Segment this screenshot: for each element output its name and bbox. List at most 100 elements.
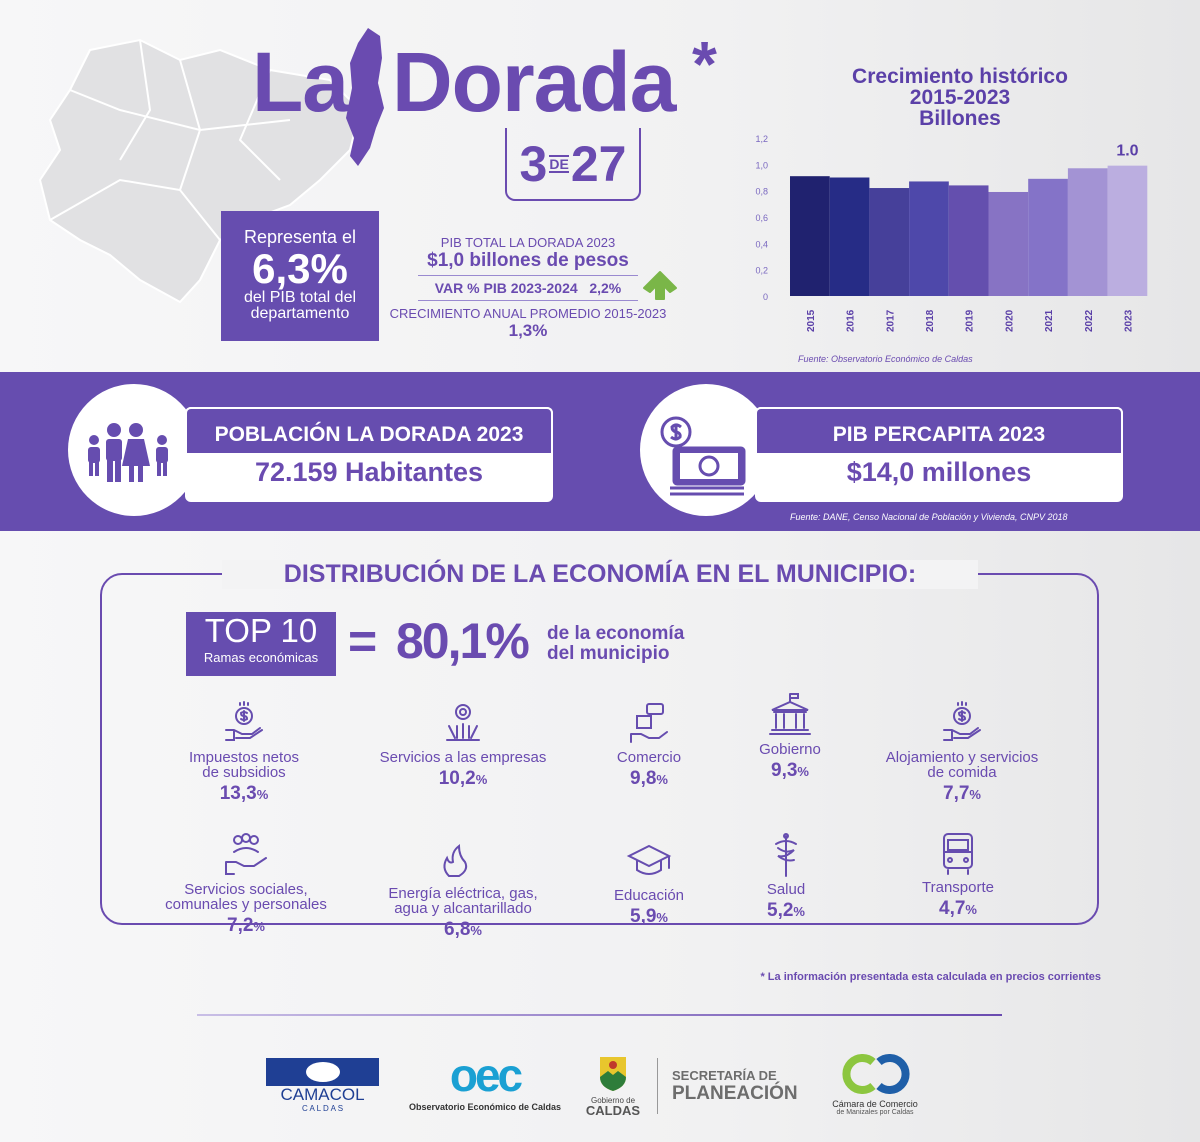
sector-item: Salud 5,2% [681,832,891,922]
title-asterisk: * [692,28,717,100]
x-tick-label: 2019 [965,309,976,332]
share-value: 6,3% [252,245,348,292]
equals-sign: = [348,613,378,669]
bar-2018 [909,181,949,296]
top10-box: TOP 10 Ramas económicas [186,612,336,676]
population-card: POBLACIÓN LA DORADA 2023 72.159 Habitant… [185,407,553,502]
top10-sub: Ramas económicas [203,650,319,665]
sector-value: 7,7% [857,783,1067,805]
department-share-box: Representa el 6,3% del PIB total del dep… [221,211,379,341]
sector-value-number: 9,3 [771,760,798,781]
sector-value-number: 4,7 [939,898,966,919]
sector-item: Energía eléctrica, gas, agua y alcantari… [358,836,568,941]
sector-item: Educación 5,9% [544,838,754,928]
sector-value: 7,2% [141,915,351,937]
data-label: 1.0 [1116,143,1138,160]
hand-coin-icon [943,701,981,741]
rank-de: DE [549,154,569,173]
gear-people-icon [446,704,480,741]
sector-value-number: 13,3 [219,783,257,804]
government-building-icon [769,693,811,735]
sector-label: Educación [613,887,685,904]
y-tick-label: 0,4 [755,239,768,249]
sector-value-number: 5,9 [630,906,657,927]
y-tick-label: 0,6 [755,213,768,223]
sector-label: Impuestos netos [188,749,300,766]
percapita-card: PIB PERCAPITA 2023 $14,0 millones [755,407,1123,502]
camacol-sub: C A L D A S [301,1104,344,1113]
oec-logo: oec Observatorio Económico de Caldas [405,1052,565,1112]
sector-value: 13,3% [139,783,349,805]
share-text2: del municipio [547,643,670,664]
pib-summary: PIB TOTAL LA DORADA 2023 $1,0 billones d… [378,235,678,341]
sector-value: 10,2% [358,768,568,790]
distribution-title: DISTRIBUCIÓN DE LA ECONOMÍA EN EL MUNICI… [222,560,978,589]
bar-2023 [1107,165,1148,296]
camacol-logo: CAMACOL C A L D A S [266,1058,379,1113]
x-tick-label: 2018 [925,309,936,332]
title-la: La [252,35,349,129]
chart-title-2: 2015-2023 [909,86,1011,109]
top10-share: 80,1% [396,613,530,669]
sector-value: 9,3% [685,760,895,782]
pib-var-label: VAR % PIB 2023-2024 [434,280,578,296]
footnote: * La información presentada esta calcula… [760,971,1101,983]
sector-label: Servicios a las empresas [379,749,547,766]
divider [197,1014,1002,1016]
planeacion-logo: SECRETARÍA DE PLANEACIÓN [672,1068,798,1105]
logo-divider [657,1058,658,1114]
bar-2020 [988,191,1029,296]
caldas-shield-icon [600,1057,626,1091]
y-tick-label: 1,0 [755,160,768,170]
percapita-circle [640,384,772,516]
sector-label: Alojamiento y servicios [885,749,1039,766]
x-tick-label: 2023 [1123,309,1134,332]
sector-value: 5,2% [681,900,891,922]
bus-icon [943,833,973,875]
population-circle [68,384,200,516]
sector-value: 9,8% [544,768,754,790]
caduceus-icon [775,833,797,877]
stats-band: POBLACIÓN LA DORADA 2023 72.159 Habitant… [0,372,1200,531]
x-tick-label: 2015 [806,309,817,332]
cc-text1: Cámara de Comercio [832,1099,918,1109]
sector-value-unit: % [253,919,265,934]
sector-item: Transporte 4,7% [853,830,1063,920]
sector-value: 4,7% [853,898,1063,920]
title-dorada: Dorada [392,35,676,129]
rank-box: 3 DE 27 [505,128,641,201]
family-icon [88,423,168,482]
sector-value-number: 9,8 [630,768,657,789]
caldas-map [38,38,362,304]
sector-value-unit: % [470,923,482,938]
bar-2022 [1067,168,1108,296]
x-tick-label: 2022 [1084,309,1095,332]
x-tick-label: 2020 [1004,309,1015,332]
sector-value-number: 7,2 [227,915,254,936]
y-tick-label: 0,2 [755,266,768,276]
people-hand-icon [225,833,267,875]
sector-item: Alojamiento y servicios de comida 7,7% [857,700,1067,805]
sector-label: Comercio [616,749,682,766]
pib-value: $1,0 billones de pesos [427,250,629,271]
sector-value-number: 5,2 [767,900,794,921]
sector-value-unit: % [475,772,488,787]
sec-text1: SECRETARÍA DE [672,1068,777,1083]
chart-source: Fuente: Observatorio Económico de Caldas [798,354,973,364]
bar-2019 [948,185,989,296]
sector-value-number: 6,8 [444,919,471,940]
pib-var: VAR % PIB 2023-2024 2,2% [418,275,638,301]
share-line1: Representa el [243,227,357,247]
share-line2: del PIB total del [243,289,357,306]
sector-label-2: de subsidios [202,764,286,781]
rank-value: 3 [519,135,548,192]
sector-value-unit: % [256,787,269,802]
gobierno-caldas-logo: Gobierno de CALDAS [580,1057,646,1117]
sector-label: Salud [766,881,806,898]
share-line3: departamento [250,305,350,322]
sector-value-unit: % [793,904,805,919]
bar-2016 [829,177,870,296]
y-tick-label: 0,8 [755,187,768,197]
sector-value-unit: % [969,787,981,802]
rank-total: 27 [570,135,627,192]
